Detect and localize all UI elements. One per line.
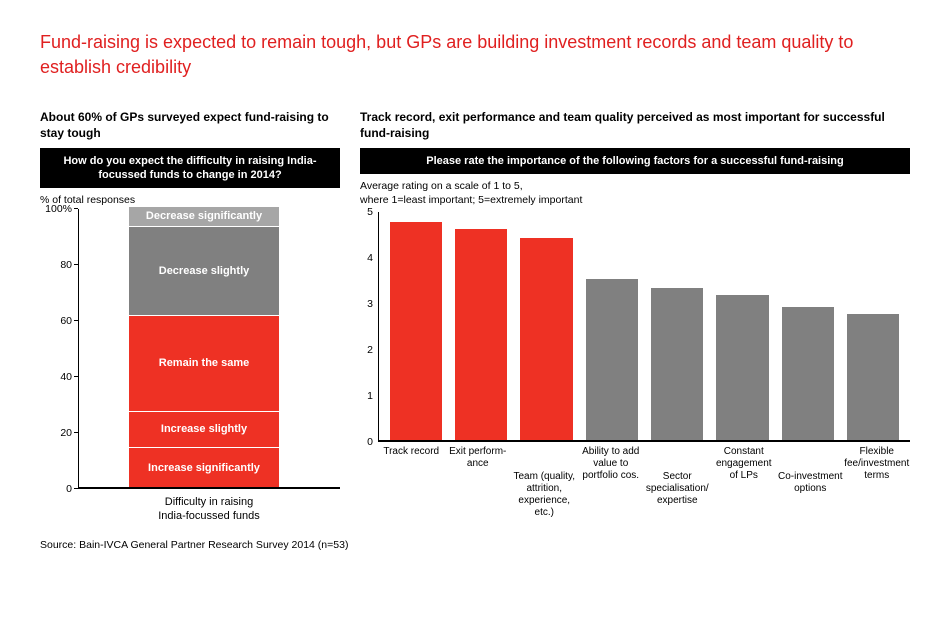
bar: [455, 229, 507, 441]
bar-x-label: Track record: [378, 446, 445, 458]
bar-column: [775, 212, 840, 440]
bar-plot: [378, 212, 910, 442]
bar-column: [645, 212, 710, 440]
ytick-label: 100%: [45, 203, 72, 215]
ytick-label: 20: [60, 427, 72, 439]
bar-x-label: Team (quality, attrition, experience, et…: [511, 471, 578, 519]
ytick-label: 80: [60, 259, 72, 271]
left-question-box: How do you expect the difficulty in rais…: [40, 148, 340, 189]
bar-yaxis: 543210: [360, 212, 378, 442]
bar-area: 543210: [360, 212, 910, 442]
ytick-label: 60: [60, 315, 72, 327]
left-axis-label: % of total responses: [40, 194, 340, 206]
stacked-segment: Remain the same: [129, 316, 279, 411]
bar-labels: Track recordExit perform-anceTeam (quali…: [378, 446, 910, 501]
stacked-area: 100%806040200 Decrease significantlyDecr…: [40, 209, 340, 489]
bar: [651, 288, 703, 440]
stacked-segment: Decrease slightly: [129, 227, 279, 317]
ytick-label: 3: [367, 298, 373, 310]
bar: [782, 307, 834, 440]
bar-x-label: Exit perform-ance: [445, 446, 512, 470]
bar-x-label: Ability to add value to portfolio cos.: [578, 446, 645, 482]
stacked-segment: Increase significantly: [129, 448, 279, 487]
bar-column: [841, 212, 906, 440]
right-subheading: Track record, exit performance and team …: [360, 110, 910, 141]
stacked-bar: Decrease significantlyDecrease slightlyR…: [129, 207, 279, 487]
bar: [520, 238, 572, 440]
stacked-segment: Decrease significantly: [129, 207, 279, 227]
bar-column: [383, 212, 448, 440]
ytick-label: 0: [66, 483, 72, 495]
headline: Fund-raising is expected to remain tough…: [40, 30, 910, 80]
bar-column: [710, 212, 775, 440]
stacked-plot: Decrease significantlyDecrease slightlyR…: [78, 209, 340, 489]
bar: [390, 222, 442, 441]
bar-column: [579, 212, 644, 440]
ytick-label: 4: [367, 252, 373, 264]
ytick-label: 0: [367, 436, 373, 448]
left-chart: About 60% of GPs surveyed expect fund-ra…: [40, 110, 340, 523]
right-axis-label: Average rating on a scale of 1 to 5,wher…: [360, 180, 910, 207]
left-subheading: About 60% of GPs surveyed expect fund-ra…: [40, 110, 340, 141]
ytick-label: 1: [367, 390, 373, 402]
source-text: Source: Bain-IVCA General Partner Resear…: [40, 539, 910, 551]
bar-column: [514, 212, 579, 440]
bar-x-label: Flexible fee/investment terms: [844, 446, 911, 482]
bar-x-label: Constant engagement of LPs: [711, 446, 778, 482]
ytick-label: 5: [367, 206, 373, 218]
ytick-label: 40: [60, 371, 72, 383]
bar: [586, 279, 638, 440]
right-question-box: Please rate the importance of the follow…: [360, 148, 910, 174]
stacked-segment: Increase slightly: [129, 412, 279, 448]
stacked-xlabel: Difficulty in raisingIndia-focussed fund…: [40, 495, 340, 524]
right-chart: Track record, exit performance and team …: [360, 110, 910, 523]
bar-column: [448, 212, 513, 440]
bar: [716, 295, 768, 440]
charts-row: About 60% of GPs surveyed expect fund-ra…: [40, 110, 910, 523]
bar-x-label: Co-investment options: [777, 471, 844, 495]
bar: [847, 314, 899, 441]
stacked-yaxis: 100%806040200: [40, 209, 78, 489]
ytick-label: 2: [367, 344, 373, 356]
bar-x-label: Sector specialisation/ expertise: [644, 471, 711, 507]
